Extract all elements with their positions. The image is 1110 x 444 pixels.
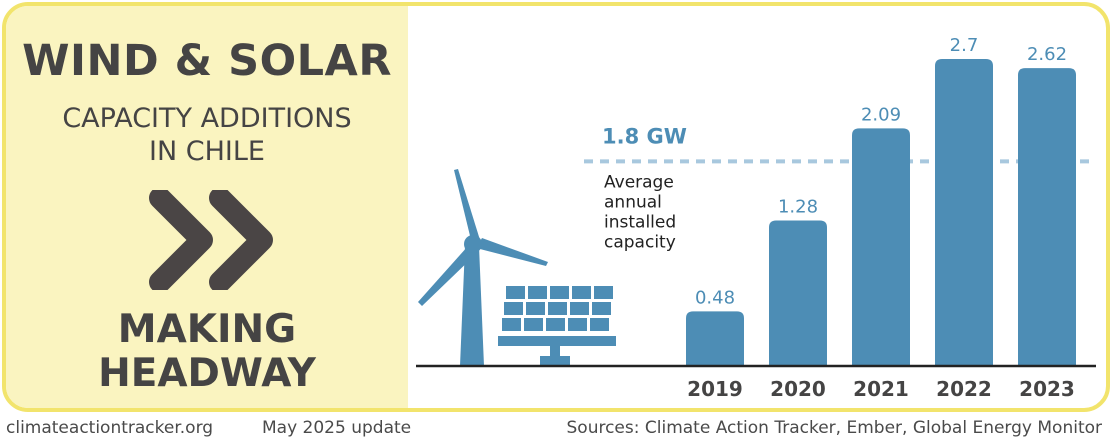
- subtitle-line-2: IN CHILE: [149, 136, 265, 167]
- average-value-label: 1.8 GW: [602, 124, 687, 148]
- x-tick-label-2022: 2022: [936, 377, 992, 401]
- wind-turbine-icon: [418, 169, 548, 366]
- solar-cell: [524, 318, 543, 331]
- status-label: MAKING HEADWAY: [6, 308, 408, 396]
- status-line-1: MAKING: [117, 307, 297, 352]
- solar-cell: [572, 286, 591, 299]
- footer-website: climateactiontracker.org: [6, 418, 214, 438]
- average-description-line: capacity: [604, 232, 676, 252]
- solar-cell: [570, 302, 589, 315]
- bars-group: 0.48 2019 1.28 2020 2.09 2021 2.7 2022 2.62 2023: [686, 35, 1076, 401]
- summary-panel: WIND & SOLAR CAPACITY ADDITIONS IN CHILE…: [6, 6, 408, 408]
- solar-cell: [550, 286, 569, 299]
- solar-cell: [504, 302, 523, 315]
- subtitle: CAPACITY ADDITIONS IN CHILE: [6, 102, 408, 168]
- solar-cell: [594, 286, 613, 299]
- subtitle-line-1: CAPACITY ADDITIONS: [62, 103, 352, 134]
- value-label-2020: 1.28: [778, 196, 818, 217]
- value-label-2022: 2.7: [950, 35, 979, 56]
- value-label-2021: 2.09: [861, 104, 901, 125]
- footer-update: May 2025 update: [262, 418, 412, 438]
- infographic-frame: WIND & SOLAR CAPACITY ADDITIONS IN CHILE…: [2, 2, 1110, 412]
- double-chevron-right-icon: [149, 190, 273, 290]
- solar-cell: [526, 302, 545, 315]
- solar-cell: [528, 286, 547, 299]
- solar-panel-icon: [498, 286, 616, 366]
- bar-2022: [935, 59, 993, 366]
- bar-2019: [686, 311, 744, 366]
- solar-cell: [548, 302, 567, 315]
- value-label-2023: 2.62: [1027, 44, 1067, 65]
- bar-2020: [769, 220, 827, 366]
- value-label-2019: 0.48: [695, 287, 735, 308]
- solar-cell: [546, 318, 565, 331]
- average-description-line: installed: [604, 212, 676, 232]
- solar-panel-foot: [540, 356, 570, 366]
- average-description-line: Average: [604, 172, 674, 192]
- status-line-2: HEADWAY: [98, 351, 316, 396]
- solar-cell: [592, 302, 611, 315]
- bar-2021: [852, 128, 910, 366]
- solar-panel-base: [498, 336, 616, 346]
- x-tick-label-2020: 2020: [770, 377, 826, 401]
- footer-sources: Sources: Climate Action Tracker, Ember, …: [566, 418, 1103, 438]
- x-tick-label-2019: 2019: [687, 377, 743, 401]
- main-title: WIND & SOLAR: [22, 36, 392, 86]
- x-tick-label-2023: 2023: [1019, 377, 1075, 401]
- x-tick-label-2021: 2021: [853, 377, 909, 401]
- solar-cell: [506, 286, 525, 299]
- solar-cell: [590, 318, 609, 331]
- average-description-line: annual: [604, 192, 662, 212]
- solar-cell: [502, 318, 521, 331]
- bar-2023: [1018, 68, 1076, 366]
- solar-panel-post: [550, 346, 560, 358]
- solar-cell: [568, 318, 587, 331]
